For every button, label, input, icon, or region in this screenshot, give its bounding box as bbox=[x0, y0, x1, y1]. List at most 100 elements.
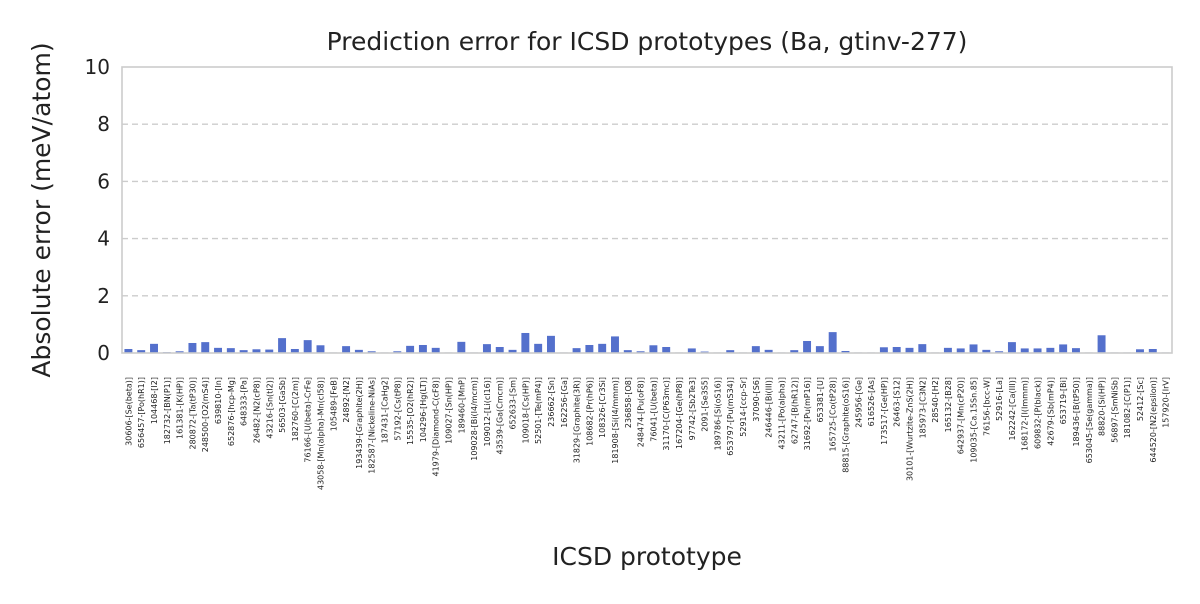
x-tick-label: 56503-[GaSb] bbox=[278, 377, 287, 433]
bar bbox=[956, 348, 965, 353]
x-tick-label: 109012-[Li(cI16)] bbox=[483, 377, 492, 447]
y-tick-label: 4 bbox=[97, 227, 110, 251]
x-tick-label: 656457-[Po(hR1)] bbox=[137, 377, 146, 448]
bar bbox=[982, 349, 991, 353]
bar bbox=[1020, 348, 1029, 353]
x-tick-label: 30606-[Se(beta)] bbox=[124, 377, 133, 446]
bar bbox=[1148, 348, 1157, 353]
x-tick-label: 52412-[Sc] bbox=[1136, 377, 1145, 421]
x-tick-label: 43058-[Mn(alpha)-Mn(cI58)] bbox=[316, 377, 325, 490]
bar bbox=[636, 351, 645, 353]
bar bbox=[406, 345, 415, 353]
bar bbox=[457, 341, 466, 353]
x-tick-label: 109018-[Cs(HP)] bbox=[521, 377, 530, 444]
bar bbox=[1007, 342, 1016, 353]
x-tick-label: 2091-[Se3S5] bbox=[701, 377, 710, 432]
x-tick-label: 639810-[In] bbox=[214, 377, 223, 424]
x-tick-label: 52916-[La] bbox=[995, 377, 1004, 421]
x-tick-label: 52501-[Te(mP4)] bbox=[534, 377, 543, 444]
y-tick-label: 10 bbox=[85, 55, 110, 79]
x-tick-label: 108682-[Pr(hP6)] bbox=[585, 377, 594, 446]
x-tick-label: 280872-[Ta(tP30)] bbox=[188, 377, 197, 450]
x-tick-label: 173517-[Ge(HP)] bbox=[880, 377, 889, 445]
x-tick-label: 616526-[As] bbox=[867, 377, 876, 426]
x-tick-label: 653381-[U] bbox=[816, 377, 825, 423]
y-tick-label: 0 bbox=[97, 341, 110, 365]
x-tick-label: 104468-[I2] bbox=[150, 377, 159, 424]
bar bbox=[393, 351, 402, 353]
x-tick-label: 168172-[I(Immm)] bbox=[1021, 377, 1030, 451]
x-tick-label: 236662-[Sn] bbox=[547, 377, 556, 427]
bar bbox=[995, 351, 1004, 353]
x-tick-label: 76156-[bcc-W] bbox=[982, 377, 991, 436]
x-tick-label: 76041-[U(beta)] bbox=[649, 377, 658, 442]
x-tick-label: 31829-[Graphite(3R)] bbox=[573, 377, 582, 463]
bar bbox=[751, 346, 760, 353]
bar bbox=[828, 332, 837, 353]
bar bbox=[214, 347, 223, 353]
bar bbox=[290, 348, 299, 353]
bars bbox=[124, 332, 1170, 353]
bar bbox=[546, 335, 555, 353]
x-tick-label: 88815-[Graphite(oS16)] bbox=[841, 377, 850, 473]
bar bbox=[278, 338, 287, 353]
x-tick-label: 30101-[Wurtzite-ZnS(2H)] bbox=[906, 377, 915, 481]
bar bbox=[623, 350, 632, 353]
bar bbox=[611, 336, 619, 353]
bar bbox=[841, 350, 850, 353]
bar bbox=[1033, 348, 1042, 353]
bar bbox=[892, 346, 901, 353]
x-tick-label: 97742-[Sb2Te3] bbox=[688, 377, 697, 440]
bar bbox=[1071, 348, 1080, 353]
x-tick-label: 31170-[C(P63mc)] bbox=[662, 377, 671, 451]
x-tick-label: 189436-[B(tP50)] bbox=[1072, 377, 1081, 447]
x-tick-label: 43216-[Sn(tI2)] bbox=[265, 377, 274, 439]
y-tick-label: 8 bbox=[97, 112, 110, 136]
x-tick-label: 165132-[B28] bbox=[944, 377, 953, 432]
bar bbox=[521, 332, 530, 353]
x-tick-label: 181908-[Si(I4/mmm)] bbox=[611, 377, 620, 464]
y-axis-label: Absolute error (meV/atom) bbox=[27, 42, 56, 377]
x-tick-label: 642937-[Mn(cP20)] bbox=[957, 377, 966, 454]
x-tick-label: 43539-[Ga(Cmcm)] bbox=[496, 377, 505, 455]
x-tick-label: 62747-[B(hR12)] bbox=[790, 377, 799, 444]
x-tick-label: 31692-[Pu(mP16)] bbox=[803, 377, 812, 450]
bar bbox=[239, 350, 248, 353]
x-tick-label: 24892-[N2] bbox=[342, 377, 351, 423]
x-tick-label: 653719-[Bi] bbox=[1059, 377, 1068, 424]
x-tick-label: 653797-[Pu(mS34)] bbox=[726, 377, 735, 456]
bar bbox=[124, 348, 133, 353]
bar bbox=[790, 350, 799, 353]
x-tick-label: 245956-[Ge] bbox=[854, 377, 863, 428]
x-tick-label: 644520-[N2(epsilon)] bbox=[1149, 377, 1158, 463]
x-tick-label: 42679-[Sb(mP4)] bbox=[1046, 377, 1055, 446]
bar bbox=[316, 345, 325, 353]
bar bbox=[918, 344, 927, 353]
x-tick-label: 189786-[Si(oS16)] bbox=[713, 377, 722, 450]
bar bbox=[662, 346, 671, 353]
bar bbox=[188, 342, 197, 353]
x-tick-label: 157920-[IrV] bbox=[1162, 377, 1171, 428]
x-tick-label: 246446-[Bi(III)] bbox=[765, 377, 774, 438]
x-tick-label: 653045-[Se(gamma)] bbox=[1085, 377, 1094, 463]
x-tick-label: 26482-[N2(cP8)] bbox=[252, 377, 261, 443]
x-tick-label: 104296-[Hg(LT)] bbox=[419, 377, 428, 442]
bar bbox=[598, 343, 607, 353]
bar bbox=[534, 343, 543, 353]
x-tick-label: 189460-[MnP] bbox=[457, 377, 466, 433]
y-tick-labels: 0 2 4 6 8 10 bbox=[85, 55, 110, 365]
x-tick-label: 57192-[Cs(tP8)] bbox=[393, 377, 402, 441]
x-tick-label: 109027-[Sn(HP)] bbox=[445, 377, 454, 444]
bar bbox=[687, 348, 696, 353]
bar bbox=[137, 350, 146, 353]
x-tick-labels: 30606-[Se(beta)] 656457-[Po(hR1)] 104468-[… bbox=[124, 377, 1170, 490]
bar bbox=[943, 347, 952, 353]
bar bbox=[585, 344, 594, 353]
x-tick-label: 162242-[Ca(III)] bbox=[1008, 377, 1017, 440]
x-tick-label: 109035-[Ca.15Sn.85] bbox=[970, 377, 979, 463]
x-tick-label: 41979-[Diamond-C(cF8)] bbox=[432, 377, 441, 477]
bar bbox=[265, 349, 274, 353]
x-tick-label: 182760-[C(2m)] bbox=[291, 377, 300, 441]
x-tick-label: 88820-[Si(HP)] bbox=[1098, 377, 1107, 436]
x-tick-label: 108326-[Cr3Si] bbox=[598, 377, 607, 438]
